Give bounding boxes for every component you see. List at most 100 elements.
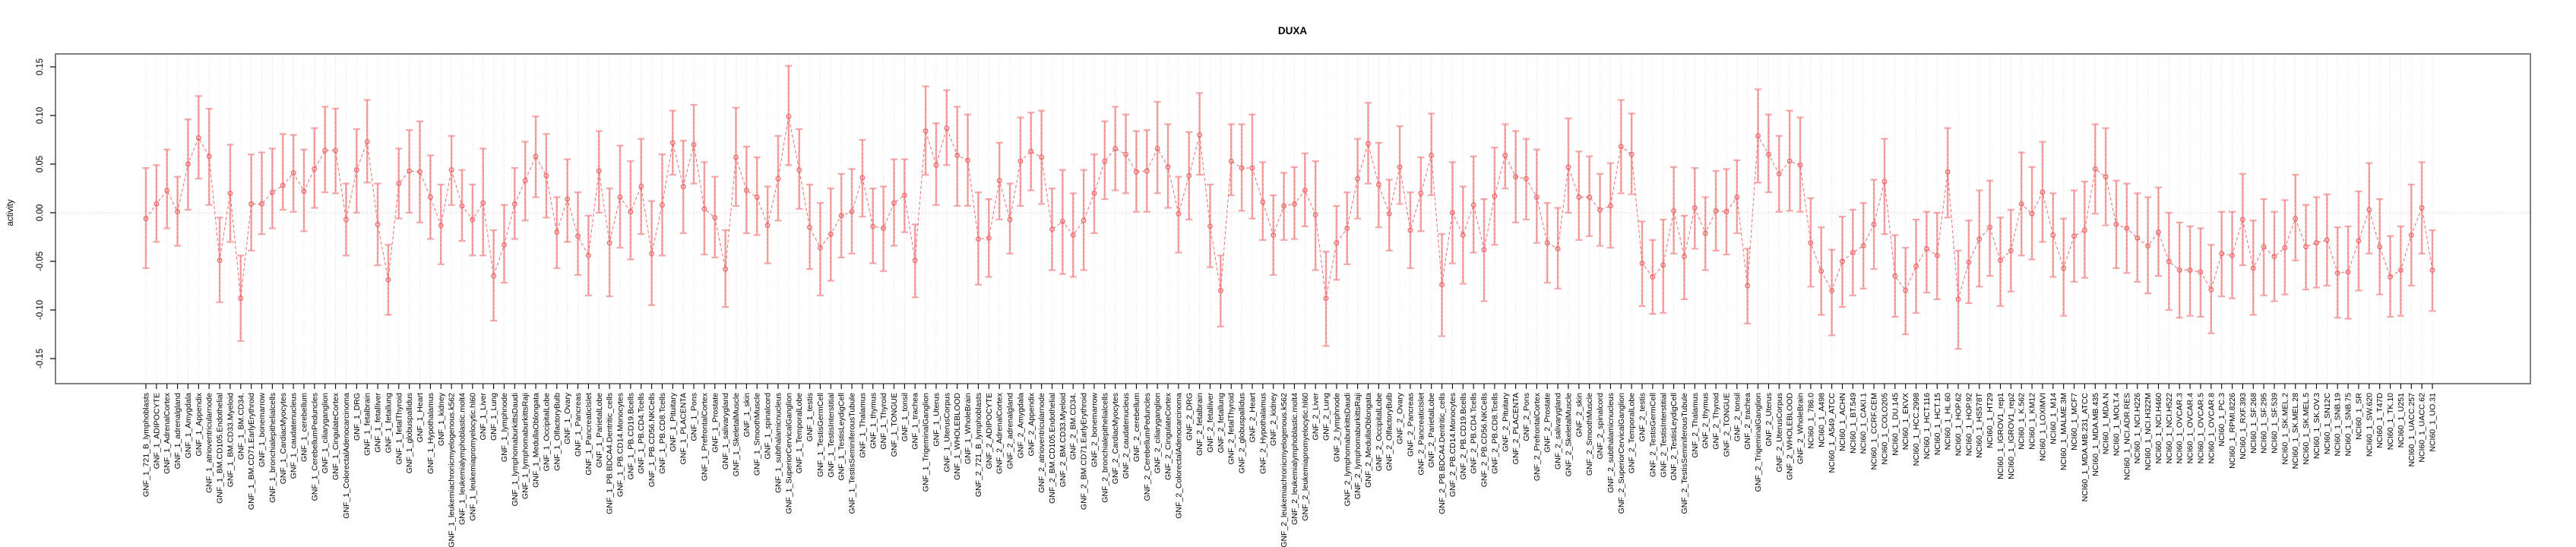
x-tick-label: GNF_2_PB.CD56.NKCells	[1480, 393, 1489, 487]
data-point	[470, 217, 476, 223]
x-tick-label: GNF_1_721_B_lymphoblasts	[142, 393, 151, 497]
x-tick-label: NCI60_1_BT.549	[1849, 393, 1858, 454]
x-tick-label: NCI60_1_HCT.116	[1923, 393, 1932, 460]
data-point	[1355, 175, 1361, 182]
data-point	[585, 252, 591, 258]
data-point	[502, 242, 507, 248]
data-point	[1239, 165, 1245, 171]
data-point	[1260, 199, 1266, 205]
data-point	[2008, 248, 2014, 254]
x-tick-label: GNF_2_PB.BDCA4.Dentritic_cells	[1438, 393, 1447, 514]
data-point	[2092, 166, 2098, 172]
data-point	[2208, 286, 2214, 292]
data-point	[1850, 250, 1856, 255]
x-tick-label: GNF_2_fetalbrain	[1195, 393, 1204, 456]
x-tick-label: GNF_2_Liver	[1312, 393, 1321, 441]
x-tick-label: GNF_1_Pancreas	[574, 393, 583, 457]
data-point	[1249, 165, 1255, 171]
data-point	[1576, 194, 1582, 200]
data-point	[575, 233, 581, 239]
x-tick-label: GNF_2_PLACENTA	[1511, 393, 1521, 464]
x-tick-label: NCI60_1_SW.620	[2365, 393, 2374, 457]
data-point	[796, 167, 802, 173]
x-tick-label: GNF_1_BM.CD71.EarlyErythroid	[247, 393, 256, 510]
data-point	[2040, 189, 2046, 195]
x-tick-label: NCI60_1_K.562	[2017, 393, 2027, 450]
x-tick-label: GNF_1_ColorectalAdenocarcinoma	[342, 393, 351, 519]
data-point	[427, 194, 433, 200]
data-point	[764, 223, 771, 229]
data-point	[1671, 207, 1677, 213]
x-tick-label: GNF_1_lymphomaburkittsDaudi	[511, 393, 520, 506]
x-tick-label: NCI60_1_OVCAR.3	[2176, 393, 2185, 464]
data-point	[1702, 230, 1708, 236]
x-tick-label: NCI60_1_SK.OV.3	[2312, 393, 2321, 459]
data-point	[901, 192, 907, 198]
data-point	[2029, 210, 2035, 217]
data-point	[1059, 219, 1065, 224]
data-point	[322, 147, 328, 153]
x-tick-label: GNF_2_globuspallidus	[1238, 393, 1247, 473]
data-point	[1070, 232, 1076, 238]
data-point	[1028, 148, 1034, 154]
x-tick-label: NCI60_1_CAKI.1	[1859, 393, 1869, 454]
data-point	[2356, 238, 2362, 244]
data-point	[2113, 221, 2119, 227]
data-point	[1555, 245, 1561, 251]
data-point	[2050, 232, 2056, 238]
x-tick-label: GNF_2_Pancreas	[1406, 393, 1415, 457]
x-tick-label: GNF_1_Prostate	[710, 393, 720, 453]
data-point	[2166, 258, 2172, 264]
x-tick-label: GNF_1_testis	[805, 393, 815, 441]
x-tick-label: NCI60_1_PC.3	[2217, 393, 2226, 447]
x-tick-label: GNF_2_PrefrontalCortex	[1533, 392, 1542, 481]
x-tick-label: GNF_1_Thyroid	[879, 393, 888, 450]
data-point	[227, 190, 233, 196]
x-tick-label: GNF_1_OccipitalLobe	[542, 393, 551, 471]
data-point	[2334, 270, 2340, 276]
x-tick-label: NCI60_1_ACHN	[1838, 393, 1847, 451]
x-tick-label: GNF_2_721_B_lymphoblasts	[974, 393, 983, 497]
x-tick-label: GNF_2_fetallung	[1217, 393, 1226, 454]
data-point	[870, 223, 876, 229]
data-point	[775, 175, 781, 182]
data-point	[996, 178, 1002, 184]
data-point	[786, 113, 792, 119]
data-point	[849, 209, 855, 215]
data-point	[649, 251, 655, 257]
data-point	[2156, 229, 2161, 236]
x-tick-label: GNF_1_WholeBrain	[964, 393, 973, 464]
x-tick-label: GNF_2_CerebellumPeduncles	[1143, 393, 1152, 501]
data-point	[944, 125, 950, 131]
data-point	[1291, 201, 1297, 207]
data-point	[2377, 244, 2383, 250]
x-tick-label: GNF_1_ParietalLobe	[595, 393, 604, 468]
x-tick-label: GNF_2_BM.CD71.EarlyErythroid	[1080, 393, 1089, 510]
x-tick-label: GNF_2_Pons	[1522, 393, 1531, 441]
data-point	[1186, 172, 1192, 179]
x-tick-label: NCI60_1_SNB.75	[2344, 393, 2353, 457]
x-tick-label: GNF_2_BM.CD105.Endothelial	[1048, 393, 1057, 504]
data-point	[1723, 209, 1729, 215]
x-tick-label: NCI60_1_MCF7	[2070, 393, 2079, 451]
data-point	[1039, 154, 1045, 160]
x-tick-label: GNF_1_PrefrontalCortex	[700, 392, 709, 481]
x-tick-label: GNF_1_TestisLeydigCell	[837, 393, 847, 481]
y-tick-label: 0.10	[36, 107, 45, 124]
x-tick-label: GNF_1_spinalcord	[764, 393, 773, 460]
x-tick-label: GNF_1_leukemialymphoblastic.molt4	[457, 393, 467, 525]
y-tick-label: -0.05	[36, 251, 45, 271]
data-point	[1976, 236, 1983, 242]
x-tick-label: NCI60_1_MDA.MB.435	[2091, 393, 2100, 476]
data-point	[2081, 227, 2087, 233]
data-point	[195, 134, 201, 141]
x-tick-label: NCI60_1_786.0	[1806, 393, 1815, 449]
data-point	[2429, 267, 2435, 273]
data-point	[2239, 217, 2245, 223]
data-point	[1524, 175, 1529, 182]
x-tick-label: NCI60_1_OVCAR.4	[2186, 393, 2195, 464]
x-tick-label: GNF_2_DRG	[1185, 393, 1194, 441]
data-point	[1829, 287, 1835, 293]
data-point	[743, 188, 749, 194]
data-point	[312, 166, 318, 172]
